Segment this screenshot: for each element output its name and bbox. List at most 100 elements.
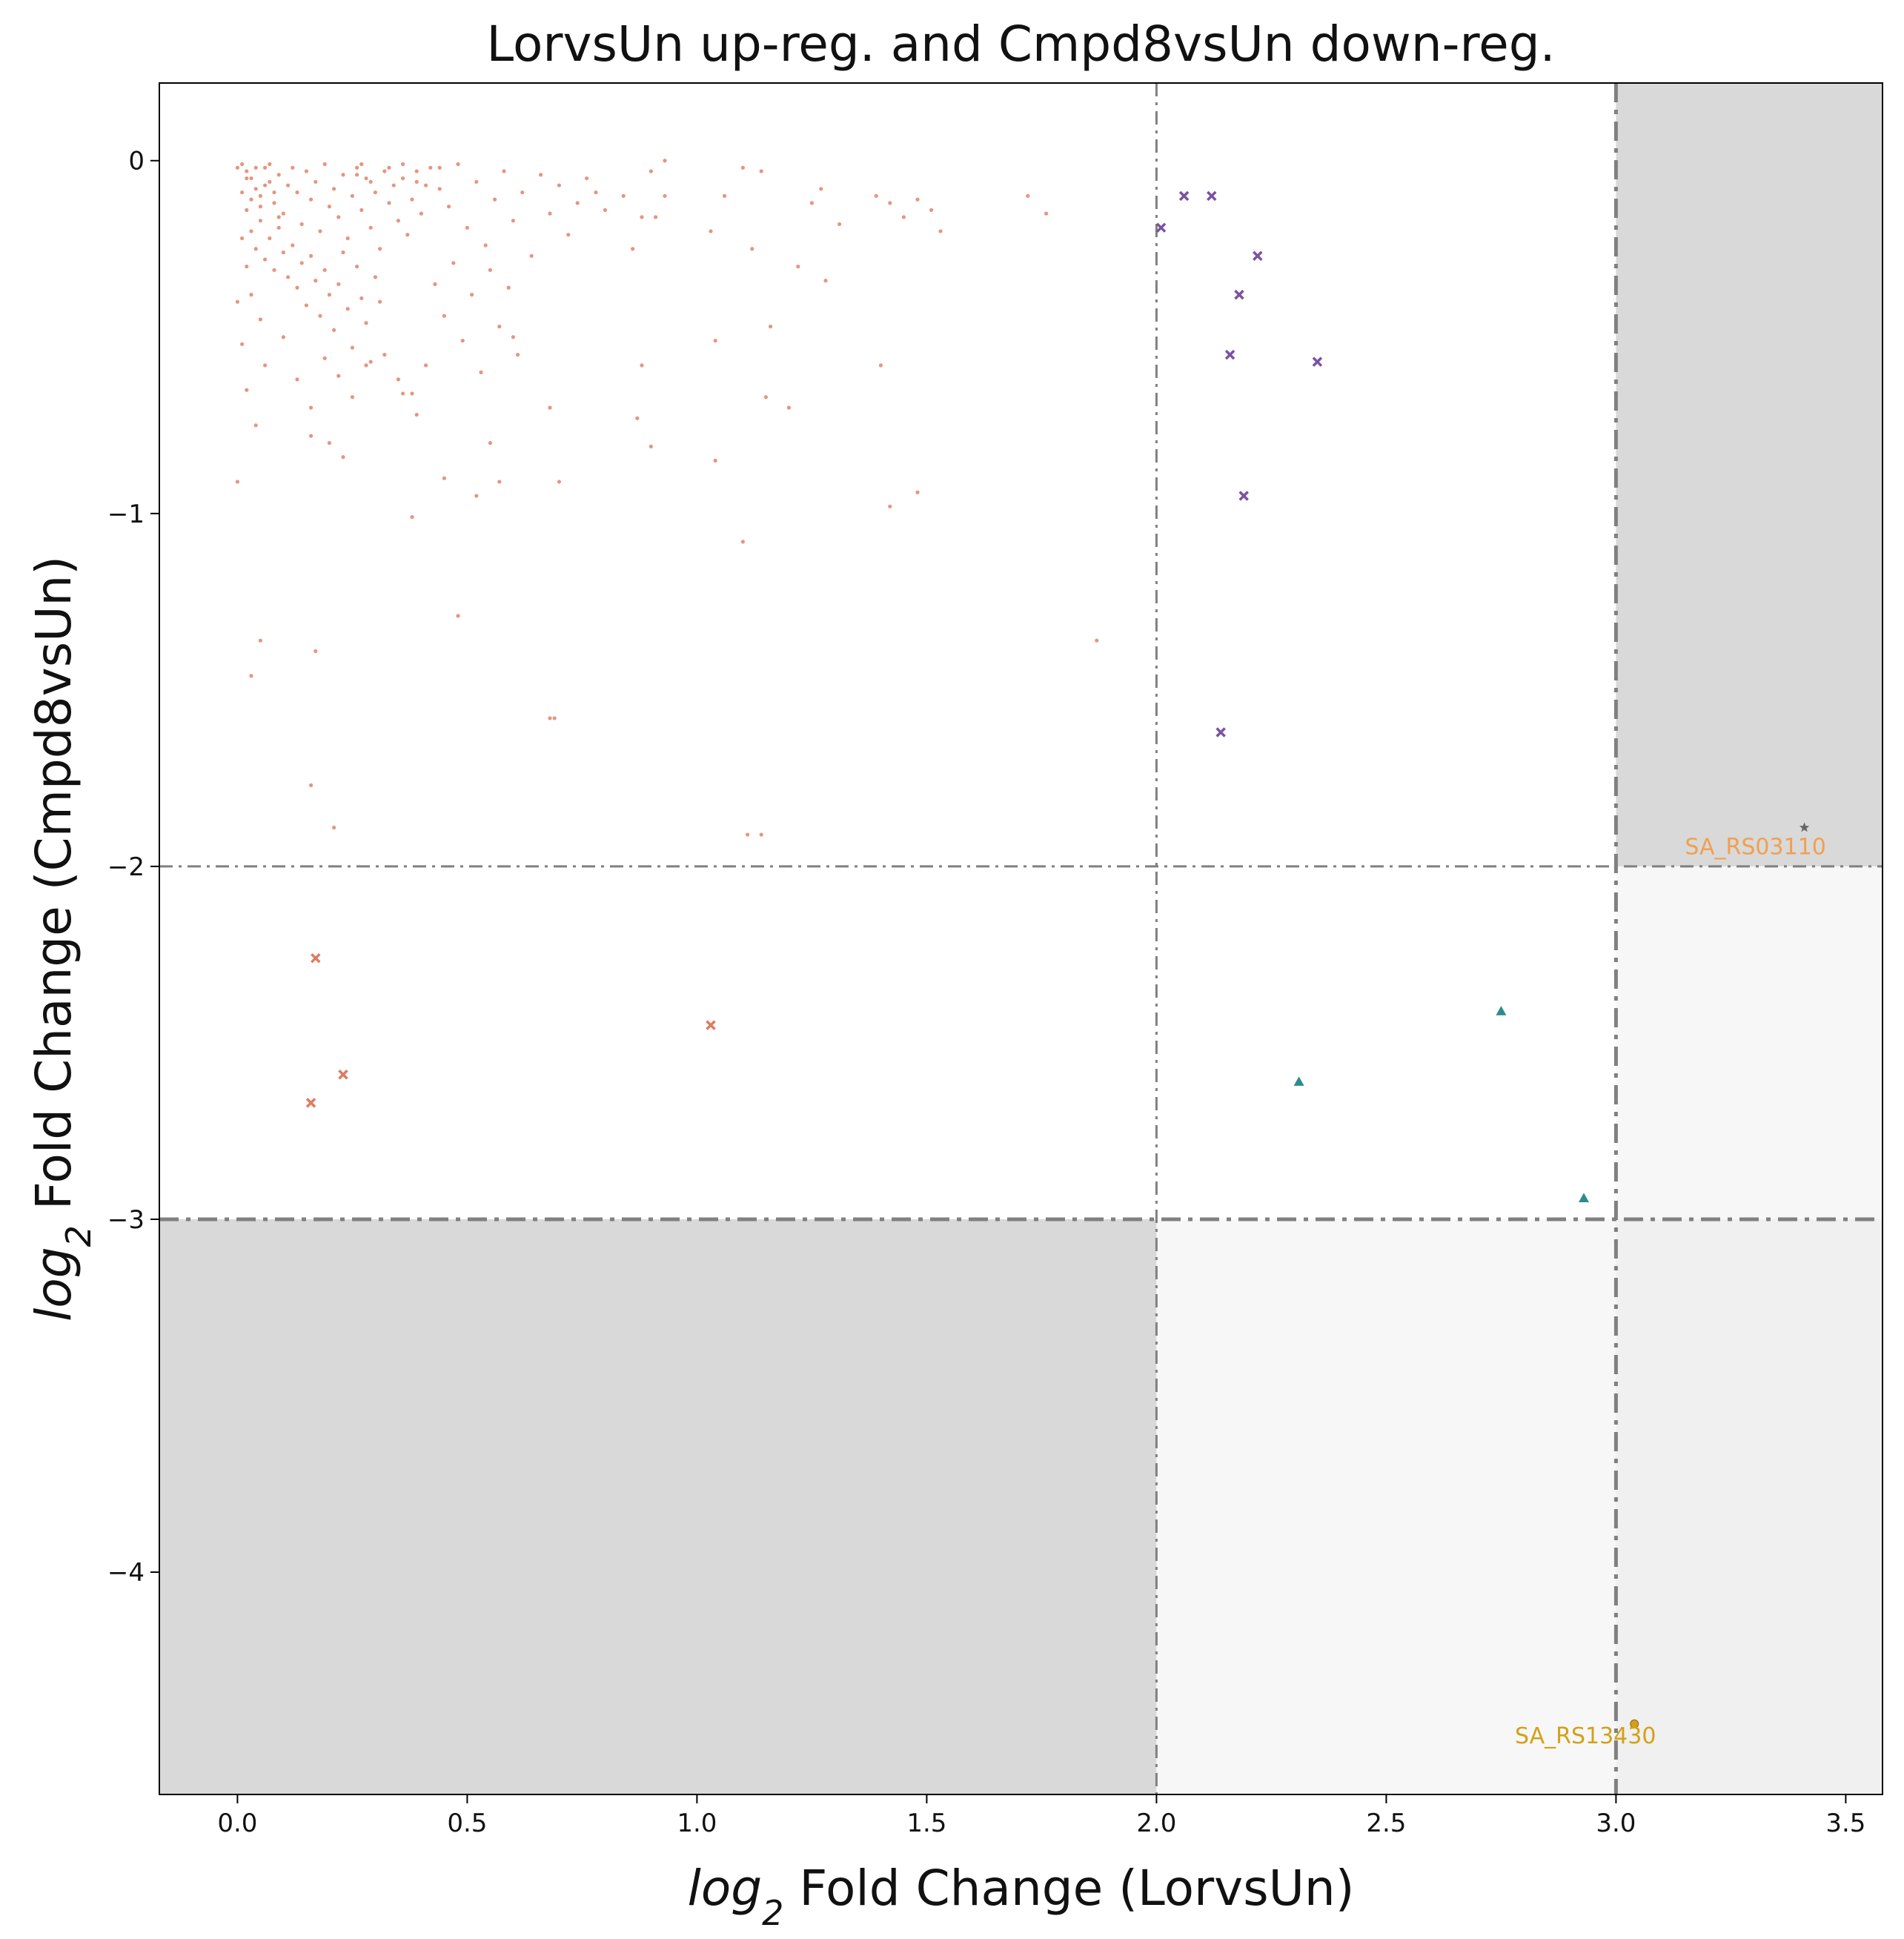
data-point xyxy=(253,423,258,428)
data-point xyxy=(332,328,336,332)
data-point xyxy=(286,183,291,188)
data-point xyxy=(336,215,341,219)
y-tick-label: −1 xyxy=(107,500,145,529)
data-point xyxy=(520,190,525,195)
data-point xyxy=(314,279,318,283)
data-point xyxy=(1799,822,1810,832)
data-point xyxy=(511,219,516,223)
data-point xyxy=(654,215,658,219)
x-tick-label: 2.5 xyxy=(1366,1809,1406,1838)
data-point xyxy=(281,250,285,255)
data-point xyxy=(585,176,589,181)
data-point xyxy=(837,222,842,227)
data-point xyxy=(511,335,516,339)
data-point xyxy=(488,441,493,445)
data-point xyxy=(382,352,387,357)
data-point xyxy=(249,674,253,678)
x-tick-label: 1.0 xyxy=(677,1809,717,1838)
data-point xyxy=(268,179,272,184)
data-point xyxy=(249,293,253,297)
data-point xyxy=(1579,1193,1589,1203)
data-point xyxy=(649,169,654,173)
data-point xyxy=(823,279,828,283)
data-point xyxy=(309,197,314,202)
data-point xyxy=(1293,1076,1304,1086)
data-point xyxy=(649,444,654,448)
data-point xyxy=(1238,491,1249,501)
data-point xyxy=(1155,222,1167,233)
data-point xyxy=(338,1070,348,1080)
data-point xyxy=(350,193,354,198)
data-point xyxy=(552,716,557,720)
data-point xyxy=(276,225,281,230)
data-point xyxy=(819,187,823,191)
data-point xyxy=(786,405,791,410)
data-point xyxy=(309,405,314,410)
data-point xyxy=(424,183,428,188)
data-point xyxy=(493,197,497,202)
data-point xyxy=(305,1098,316,1108)
data-point xyxy=(359,162,364,167)
data-point xyxy=(245,208,249,212)
data-point xyxy=(713,338,717,343)
data-point xyxy=(401,391,405,396)
y-axis-label: log2 Fold Change (Cmpd8vsUn) xyxy=(25,556,99,1322)
data-point xyxy=(235,165,239,170)
data-point xyxy=(740,165,746,170)
data-point xyxy=(311,952,321,964)
data-point xyxy=(888,504,892,508)
data-point xyxy=(414,169,419,173)
data-point xyxy=(272,268,276,272)
y-tick-label: −4 xyxy=(107,1558,145,1588)
y-tick-label: −3 xyxy=(107,1205,145,1235)
data-point xyxy=(575,201,580,205)
threshold-lines xyxy=(159,83,1883,1794)
data-point xyxy=(424,363,428,368)
data-point xyxy=(272,201,276,205)
data-point xyxy=(336,374,341,378)
point-annotation: SA_RS03110 xyxy=(1685,834,1825,860)
data-point xyxy=(364,321,368,325)
data-points xyxy=(235,159,1810,1728)
data-point xyxy=(915,197,920,202)
data-point xyxy=(451,261,456,265)
data-point xyxy=(258,317,262,322)
data-point xyxy=(276,215,281,219)
x-axis-label: log2 Fold Change (LorvsUn) xyxy=(688,1860,1355,1933)
data-point xyxy=(1207,190,1217,202)
data-point xyxy=(488,268,493,272)
data-point xyxy=(322,356,327,360)
data-point xyxy=(497,324,502,329)
shaded-region-2 xyxy=(1616,866,1883,1219)
data-point xyxy=(295,377,299,382)
data-point xyxy=(809,201,814,205)
y-tick-label: 0 xyxy=(128,147,145,176)
data-point xyxy=(314,649,318,654)
data-point xyxy=(327,441,331,445)
y-tick-label: −2 xyxy=(107,852,145,882)
data-point xyxy=(516,352,520,357)
data-point xyxy=(377,247,382,251)
data-point xyxy=(286,275,291,279)
data-point xyxy=(295,190,299,195)
plot-backgrounds xyxy=(159,83,1883,1794)
data-point xyxy=(327,293,331,297)
data-point xyxy=(709,229,713,233)
data-point xyxy=(878,363,883,368)
data-point xyxy=(341,455,345,460)
data-point xyxy=(332,825,336,830)
data-point xyxy=(263,363,268,368)
data-point xyxy=(1044,211,1049,216)
data-point xyxy=(245,176,249,181)
data-point xyxy=(291,243,295,248)
data-point xyxy=(414,179,419,184)
data-point xyxy=(396,377,401,382)
shaded-region-0 xyxy=(1616,83,1883,866)
data-point xyxy=(322,162,327,167)
data-point xyxy=(713,458,717,463)
data-point xyxy=(281,335,285,339)
data-point xyxy=(419,211,424,216)
x-tick-label: 3.5 xyxy=(1825,1809,1865,1838)
data-point xyxy=(235,299,239,304)
